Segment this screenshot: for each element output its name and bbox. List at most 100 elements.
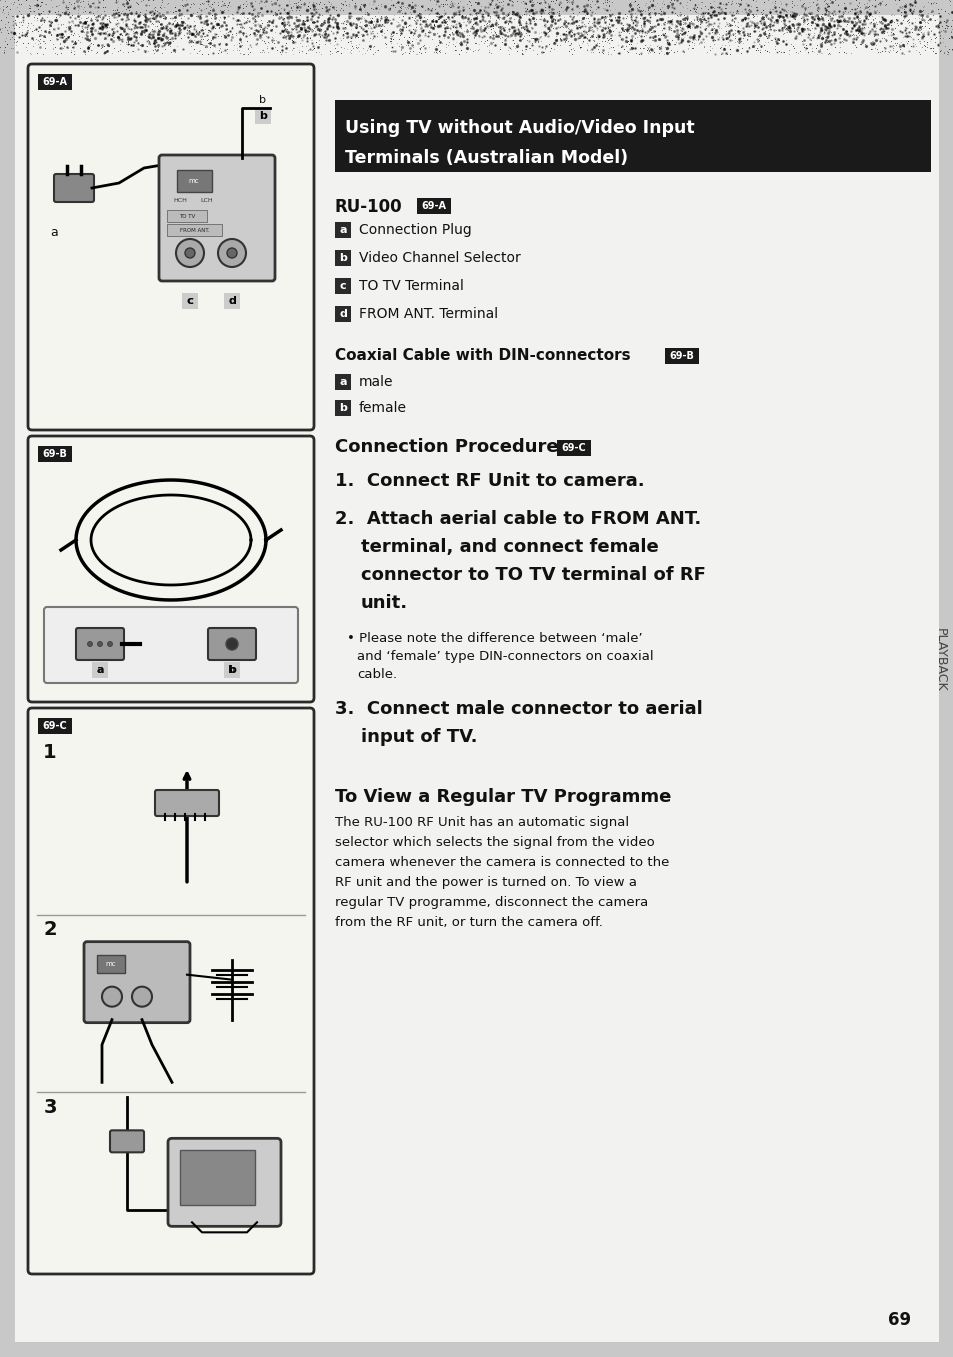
Text: 3: 3 xyxy=(43,1098,56,1117)
Bar xyxy=(97,955,125,973)
Text: b: b xyxy=(259,95,266,104)
Text: Using TV without Audio/Video Input: Using TV without Audio/Video Input xyxy=(345,119,694,137)
Circle shape xyxy=(185,248,194,258)
Bar xyxy=(180,1151,254,1205)
Text: 2: 2 xyxy=(43,920,57,939)
Text: d: d xyxy=(228,296,235,305)
Circle shape xyxy=(102,987,122,1007)
Text: FROM ANT. Terminal: FROM ANT. Terminal xyxy=(358,307,497,322)
Text: regular TV programme, disconnect the camera: regular TV programme, disconnect the cam… xyxy=(335,896,648,909)
Text: b: b xyxy=(228,665,235,674)
Bar xyxy=(335,400,351,417)
Bar xyxy=(224,662,240,678)
Text: b: b xyxy=(229,665,235,674)
Text: selector which selects the signal from the video: selector which selects the signal from t… xyxy=(335,836,654,849)
Text: RU-100: RU-100 xyxy=(335,198,402,216)
Bar xyxy=(254,109,271,123)
Text: a: a xyxy=(96,665,104,674)
Text: PLAYBACK: PLAYBACK xyxy=(933,628,945,692)
Text: 69-C: 69-C xyxy=(43,721,68,731)
Bar xyxy=(38,446,71,461)
Text: c: c xyxy=(187,296,193,305)
Text: 1.  Connect RF Unit to camera.: 1. Connect RF Unit to camera. xyxy=(335,472,644,490)
Text: from the RF unit, or turn the camera off.: from the RF unit, or turn the camera off… xyxy=(335,916,602,930)
Text: 69-A: 69-A xyxy=(43,77,68,87)
Text: • Please note the difference between ‘male’: • Please note the difference between ‘ma… xyxy=(347,632,642,645)
Text: cable.: cable. xyxy=(356,668,396,681)
Text: Terminals (Australian Model): Terminals (Australian Model) xyxy=(345,149,627,167)
Circle shape xyxy=(175,239,204,267)
FancyBboxPatch shape xyxy=(28,64,314,430)
FancyBboxPatch shape xyxy=(28,436,314,702)
Text: Connection Plug: Connection Plug xyxy=(358,223,471,237)
Text: mc: mc xyxy=(106,961,116,966)
Bar xyxy=(557,440,590,456)
FancyBboxPatch shape xyxy=(208,628,255,660)
FancyBboxPatch shape xyxy=(54,174,94,202)
FancyBboxPatch shape xyxy=(28,708,314,1274)
Text: mc: mc xyxy=(189,178,199,185)
Bar xyxy=(335,223,351,237)
Bar xyxy=(177,170,212,191)
Text: 69-A: 69-A xyxy=(421,201,446,210)
Text: 2.  Attach aerial cable to FROM ANT.: 2. Attach aerial cable to FROM ANT. xyxy=(335,510,700,528)
Text: TO TV Terminal: TO TV Terminal xyxy=(358,280,463,293)
Text: Video Channel Selector: Video Channel Selector xyxy=(358,251,520,265)
Text: d: d xyxy=(228,296,235,305)
Text: Coaxial Cable with DIN-connectors: Coaxial Cable with DIN-connectors xyxy=(335,347,630,364)
Text: 69-B: 69-B xyxy=(669,351,694,361)
Text: terminal, and connect female: terminal, and connect female xyxy=(360,537,659,556)
Text: Connection Procedure: Connection Procedure xyxy=(335,438,558,456)
FancyBboxPatch shape xyxy=(44,607,297,683)
Circle shape xyxy=(132,987,152,1007)
Bar xyxy=(167,210,207,223)
Text: input of TV.: input of TV. xyxy=(360,727,477,746)
Bar xyxy=(335,375,351,389)
Text: female: female xyxy=(358,402,407,415)
Text: b: b xyxy=(338,252,347,263)
Bar xyxy=(167,224,222,236)
Text: male: male xyxy=(358,375,393,389)
Text: and ‘female’ type DIN-connectors on coaxial: and ‘female’ type DIN-connectors on coax… xyxy=(356,650,653,664)
Bar xyxy=(182,293,198,309)
Text: 3.  Connect male connector to aerial: 3. Connect male connector to aerial xyxy=(335,700,702,718)
FancyBboxPatch shape xyxy=(76,628,124,660)
Text: FROM ANT.: FROM ANT. xyxy=(180,228,210,232)
Bar xyxy=(91,662,108,678)
Bar xyxy=(335,250,351,266)
Circle shape xyxy=(108,642,112,646)
Text: HCH: HCH xyxy=(172,198,187,202)
Text: a: a xyxy=(339,377,346,387)
Bar xyxy=(38,718,71,734)
Text: a: a xyxy=(339,225,346,235)
Bar xyxy=(224,293,240,309)
Bar xyxy=(416,198,451,214)
Text: b: b xyxy=(338,403,347,413)
Circle shape xyxy=(218,239,246,267)
Text: RF unit and the power is turned on. To view a: RF unit and the power is turned on. To v… xyxy=(335,877,637,889)
Text: 69-C: 69-C xyxy=(561,442,586,453)
FancyBboxPatch shape xyxy=(154,790,219,816)
Text: c: c xyxy=(187,296,193,305)
Bar xyxy=(335,305,351,322)
Text: b: b xyxy=(259,111,267,121)
FancyBboxPatch shape xyxy=(110,1130,144,1152)
Circle shape xyxy=(227,248,236,258)
Text: To View a Regular TV Programme: To View a Regular TV Programme xyxy=(335,788,671,806)
Text: c: c xyxy=(339,281,346,290)
Text: d: d xyxy=(338,309,347,319)
Text: 69-B: 69-B xyxy=(43,449,68,459)
Circle shape xyxy=(97,642,102,646)
FancyBboxPatch shape xyxy=(168,1139,281,1227)
Bar xyxy=(38,75,71,90)
Circle shape xyxy=(226,638,237,650)
Circle shape xyxy=(88,642,92,646)
Text: camera whenever the camera is connected to the: camera whenever the camera is connected … xyxy=(335,856,669,868)
Text: 69: 69 xyxy=(887,1311,911,1329)
Text: a: a xyxy=(51,227,58,239)
Text: connector to TO TV terminal of RF: connector to TO TV terminal of RF xyxy=(360,566,705,584)
Bar xyxy=(335,278,351,294)
Text: unit.: unit. xyxy=(360,594,408,612)
FancyBboxPatch shape xyxy=(159,155,274,281)
Text: The RU-100 RF Unit has an automatic signal: The RU-100 RF Unit has an automatic sign… xyxy=(335,816,628,829)
